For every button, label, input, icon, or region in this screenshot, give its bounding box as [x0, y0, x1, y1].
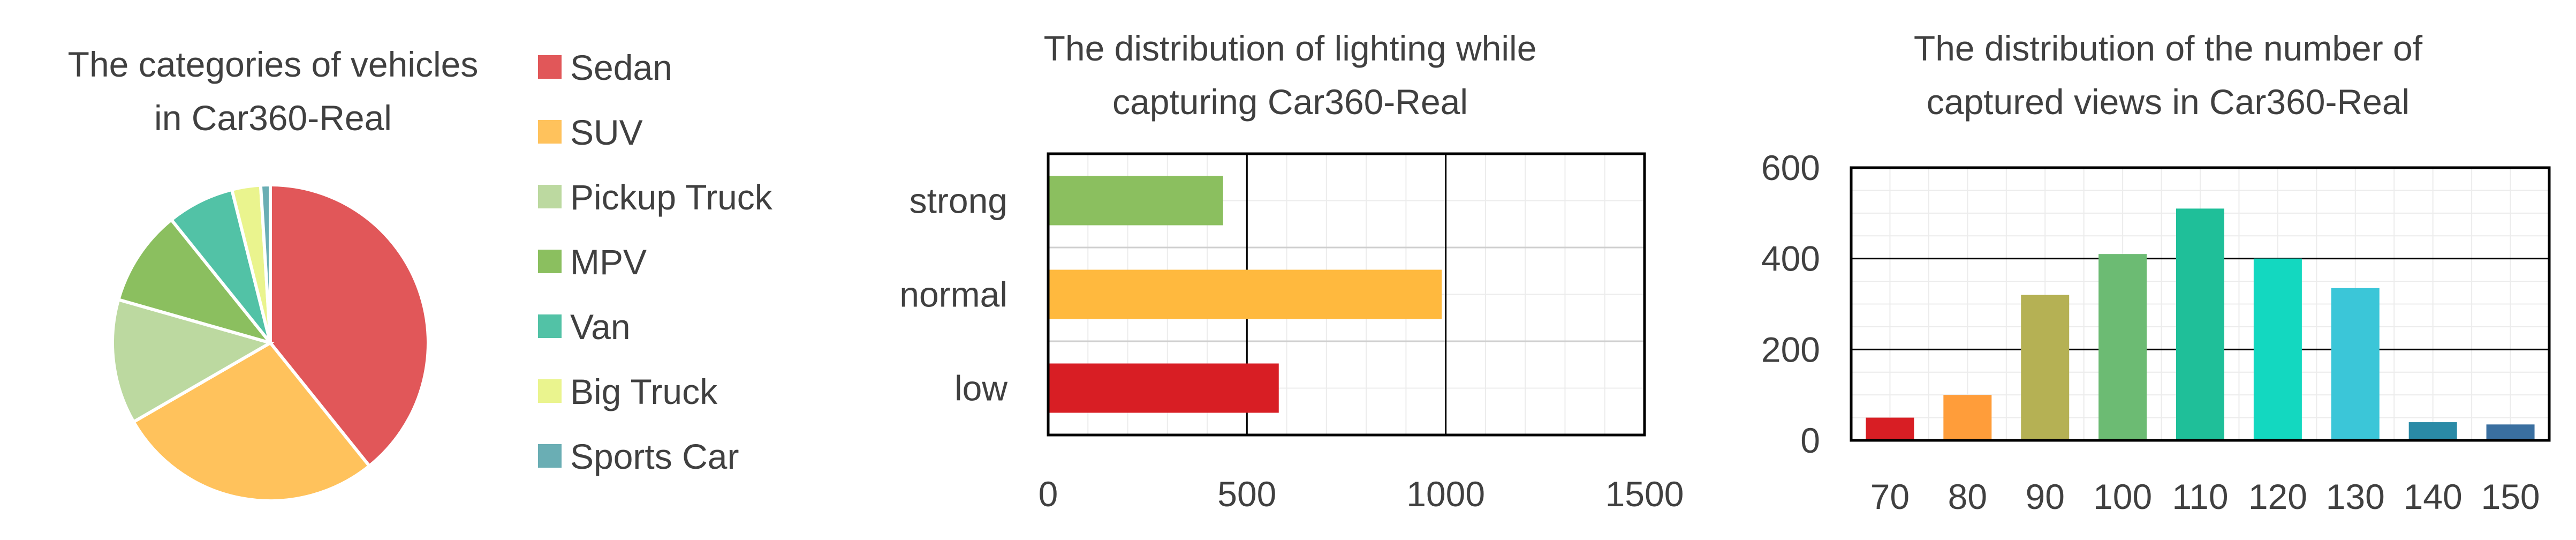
column-chart-canvas: 0 200 400 600 70 80 90 100 110 120 130 140 150: [1761, 148, 2551, 516]
pie-slice-suv: [131, 341, 372, 502]
bar-chart-canvas: 0 500 1000 1500 strong normal low: [899, 152, 1684, 514]
y-tick-label: normal: [899, 275, 1007, 314]
y-tick-label: 600: [1761, 148, 1820, 188]
x-tick-label: 100: [2093, 477, 2152, 516]
x-tick-label: 500: [1217, 474, 1276, 514]
column-150: [2486, 424, 2535, 440]
legend-swatch: [538, 250, 562, 273]
column-140: [2408, 422, 2457, 440]
pie-chart-title: The categories of vehicles in Car360-Rea…: [67, 44, 479, 138]
x-tick-label: 70: [1870, 477, 1910, 516]
pie-slice-sedan: [269, 183, 430, 469]
legend-label: Pickup Truck: [570, 177, 773, 217]
column-110: [2176, 208, 2224, 440]
bar-normal: [1048, 269, 1442, 319]
legend-label: MPV: [570, 242, 647, 282]
legend-swatch: [538, 120, 562, 144]
legend-swatch: [538, 55, 562, 79]
x-tick-label: 1000: [1406, 474, 1485, 514]
column-120: [2253, 258, 2302, 440]
legend-swatch: [538, 314, 562, 338]
x-tick-label: 140: [2404, 477, 2463, 516]
y-tick-label: 200: [1761, 329, 1820, 369]
plot-frame: [1047, 152, 1646, 437]
legend-label: Van: [570, 307, 631, 347]
x-tick-label: 90: [2026, 477, 2065, 516]
x-tick-label: 1500: [1605, 474, 1684, 514]
y-tick-label: low: [954, 369, 1007, 408]
legend-label: Sports Car: [570, 437, 739, 476]
vehicle-category-pie-chart: The categories of vehicles in Car360-Rea…: [0, 0, 835, 540]
y-tick-label: 0: [1800, 421, 1820, 460]
x-tick-label: 110: [2172, 477, 2228, 516]
legend-swatch: [538, 185, 562, 208]
x-tick-label: 130: [2326, 477, 2385, 516]
legend-swatch: [538, 379, 562, 403]
bar-strong: [1048, 176, 1223, 226]
x-tick-label: 0: [1039, 474, 1058, 514]
plot-frame: [1850, 166, 2551, 442]
y-tick-label: 400: [1761, 239, 1820, 279]
lighting-bar-chart: The distribution of lighting while captu…: [835, 0, 1713, 540]
x-tick-label: 120: [2248, 477, 2307, 516]
captured-views-column-chart: The distribution of the number of captur…: [1713, 0, 2576, 540]
column-100: [2098, 254, 2147, 440]
y-tick-label: strong: [910, 181, 1007, 221]
column-130: [2331, 288, 2380, 440]
x-tick-label: 80: [1948, 477, 1987, 516]
bar-chart-title: The distribution of lighting while captu…: [1043, 28, 1537, 122]
pie-chart-canvas: Sedan SUV Pickup Truck MPV Van Big Truck Sport…: [111, 48, 773, 502]
legend-swatch: [538, 444, 562, 468]
legend-label: Sedan: [570, 48, 672, 87]
legend-label: Big Truck: [570, 372, 718, 411]
column-90: [2021, 295, 2070, 440]
bar-low: [1048, 363, 1279, 413]
pie-slice-sports-car: [259, 183, 272, 343]
column-70: [1866, 417, 1914, 440]
pie-slice-pickup-truck: [111, 297, 275, 424]
pie-slice-mpv: [116, 217, 275, 346]
column-chart-title: The distribution of the number of captur…: [1913, 28, 2423, 122]
column-80: [1943, 395, 1992, 440]
legend-label: SUV: [570, 112, 643, 152]
x-tick-label: 150: [2481, 477, 2540, 516]
